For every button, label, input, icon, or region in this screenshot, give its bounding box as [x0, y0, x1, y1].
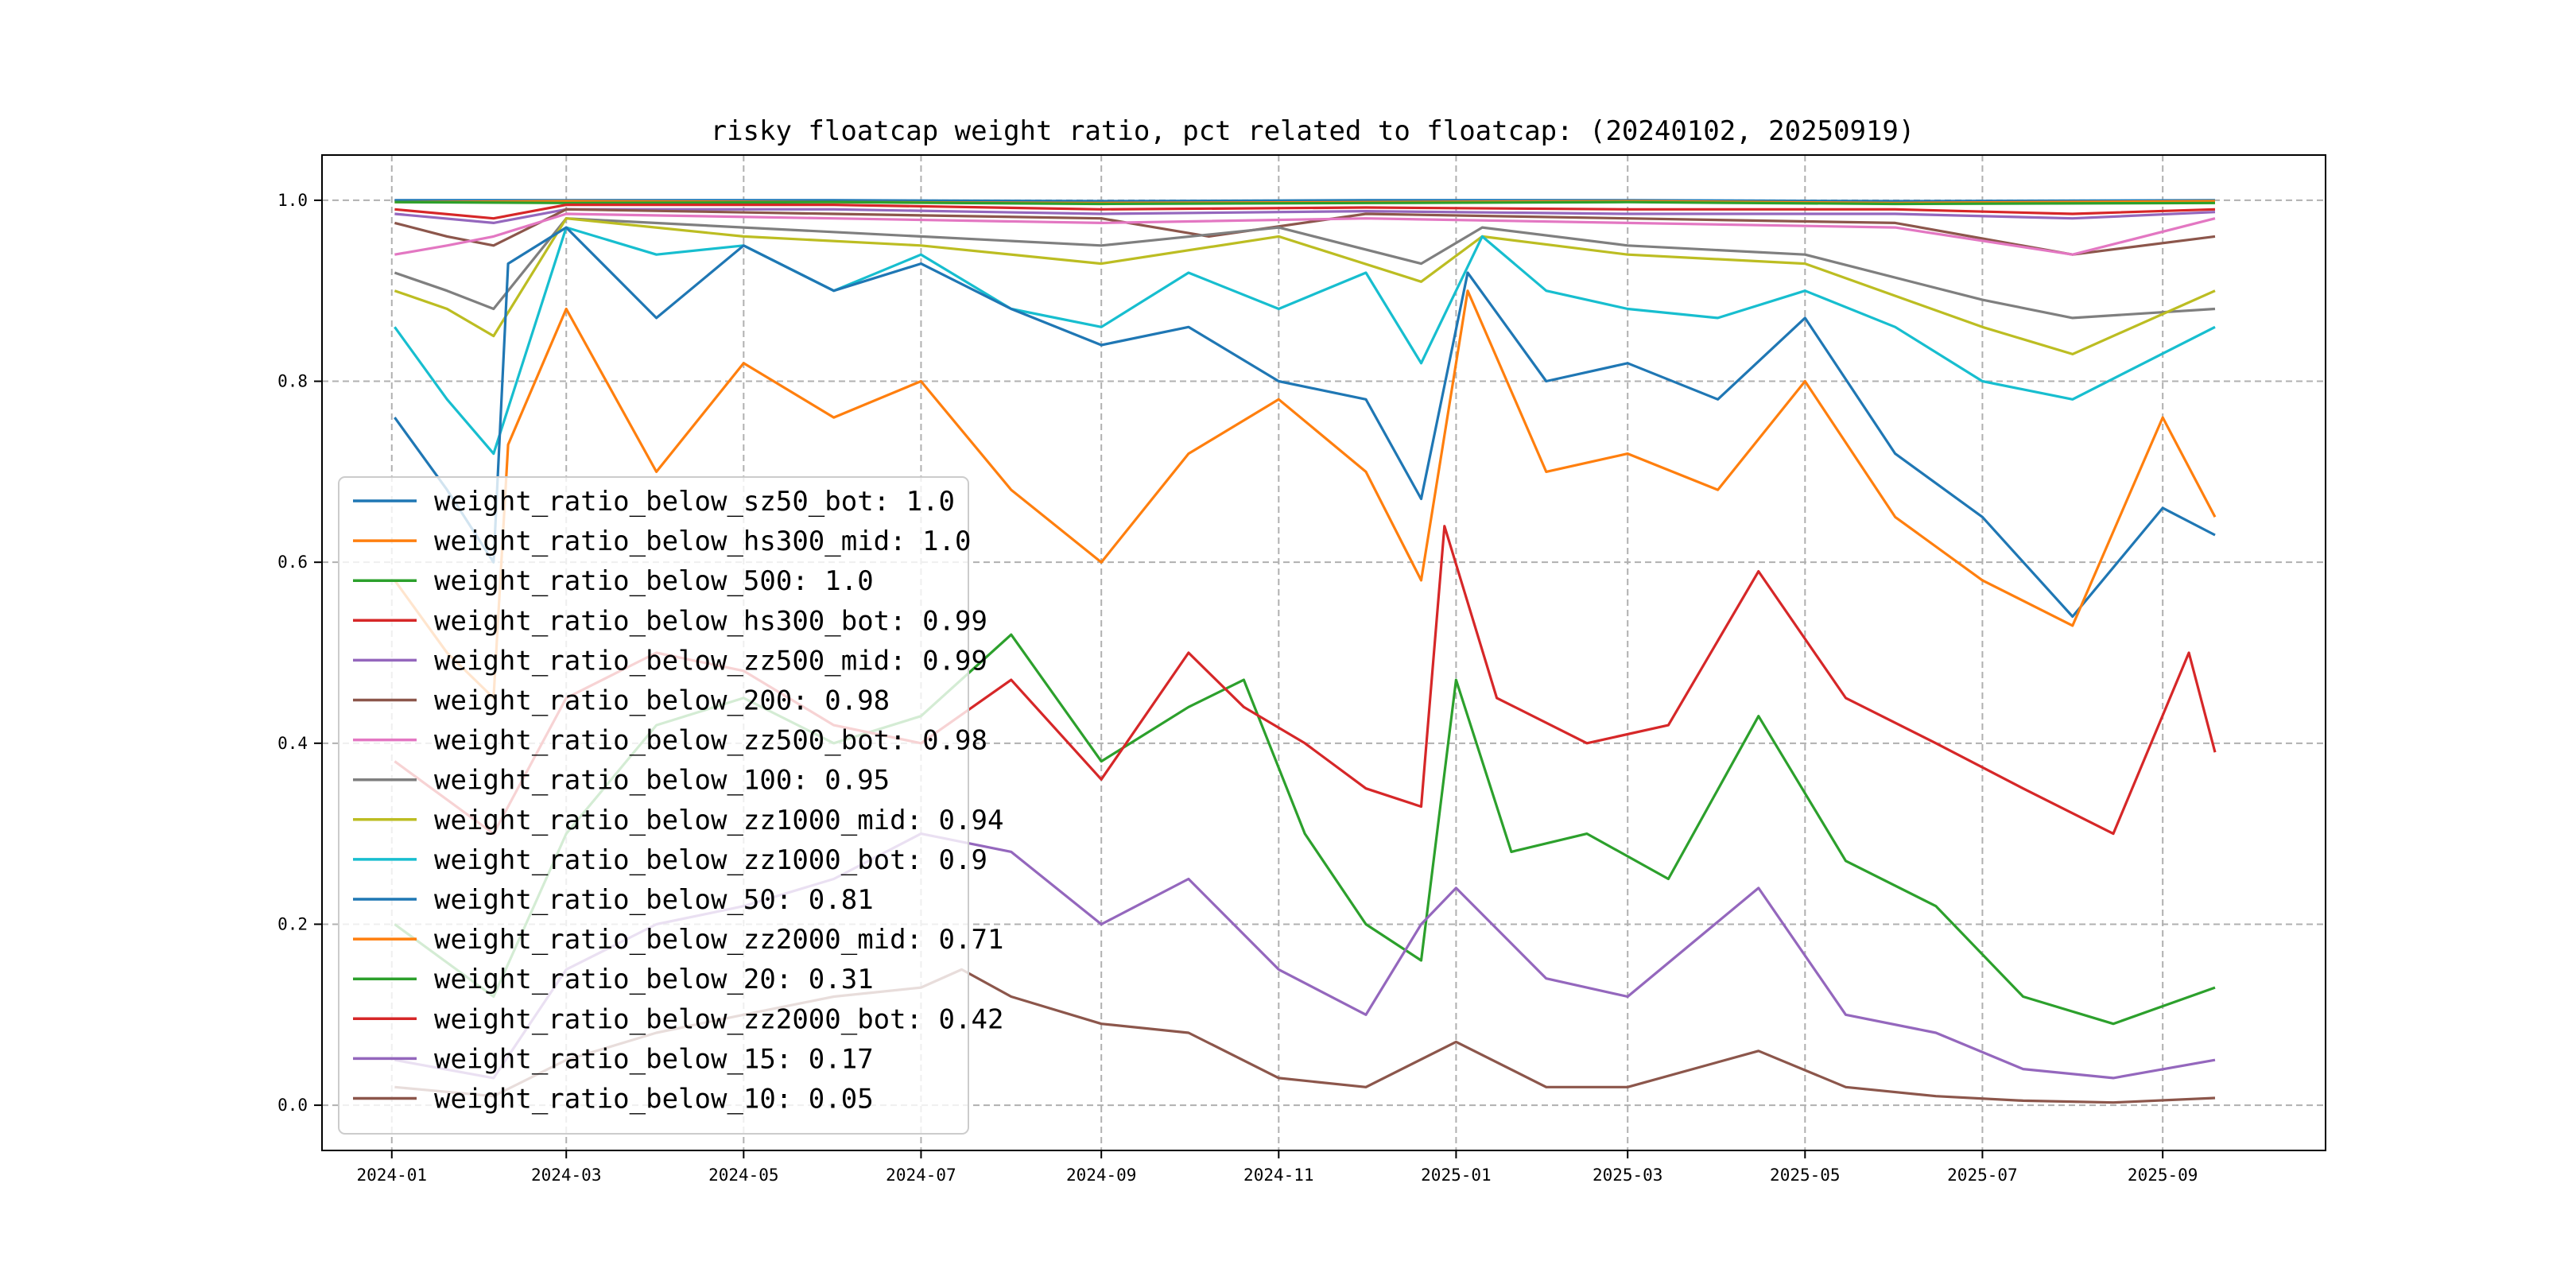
- x-tick-label: 2025-05: [1770, 1166, 1841, 1185]
- x-tick-label: 2025-09: [2128, 1166, 2198, 1185]
- x-tick-label: 2025-01: [1421, 1166, 1492, 1185]
- series-line-9: [394, 226, 2216, 456]
- legend-entry: weight_ratio_below_200: 0.98: [434, 685, 890, 717]
- legend-entry: weight_ratio_below_50: 0.81: [434, 884, 874, 916]
- series-line-7: [394, 217, 2216, 320]
- series-line-4: [394, 208, 2216, 224]
- x-tick-label: 2024-03: [531, 1166, 602, 1185]
- legend-entry: weight_ratio_below_100: 0.95: [434, 765, 890, 797]
- series-line-10: [394, 226, 2216, 619]
- series-line-11: [394, 289, 2217, 700]
- x-tick-label: 2024-09: [1066, 1166, 1137, 1185]
- x-tick-label: 2024-11: [1243, 1166, 1314, 1185]
- legend-entry: weight_ratio_below_hs300_bot: 0.99: [434, 605, 987, 637]
- series-line-6: [394, 212, 2216, 256]
- legend-entry: weight_ratio_below_zz2000_mid: 0.71: [434, 924, 1003, 956]
- x-tick-label: 2025-03: [1593, 1166, 1663, 1185]
- axes: 2024-01 2024-03 2024-05 2024-07 2024-09 2024-…: [277, 191, 2198, 1185]
- legend-entry: weight_ratio_below_zz2000_bot: 0.42: [434, 1003, 1003, 1035]
- x-tick-label: 2024-05: [708, 1166, 779, 1185]
- x-tick-label: 2024-01: [357, 1166, 428, 1185]
- legend-entry: weight_ratio_below_500: 1.0: [434, 565, 874, 597]
- y-tick-label: 0.6: [277, 553, 308, 572]
- y-tick-label: 0.2: [277, 914, 308, 933]
- legend: weight_ratio_below_sz50_bot: 1.0 weight_r…: [338, 476, 1003, 1135]
- y-tick-label: 0.4: [277, 734, 308, 753]
- legend-entry: weight_ratio_below_hs300_mid: 1.0: [434, 526, 972, 557]
- plot-frame: [321, 154, 2326, 1151]
- series-lines: [394, 199, 2217, 1104]
- legend-entry: weight_ratio_below_zz500_bot: 0.98: [434, 725, 987, 757]
- series-line-3: [394, 204, 2216, 220]
- legend-entry: weight_ratio_below_zz1000_mid: 0.94: [434, 805, 1003, 836]
- legend-entry: weight_ratio_below_10: 0.05: [434, 1084, 874, 1115]
- legend-entry: weight_ratio_below_15: 0.17: [434, 1043, 874, 1075]
- legend-entry: weight_ratio_below_zz500_mid: 0.99: [434, 645, 987, 677]
- legend-entry: weight_ratio_below_20: 0.31: [434, 964, 874, 995]
- series-line-8: [394, 217, 2216, 355]
- chart-title: risky floatcap weight ratio, pct related…: [711, 115, 1915, 147]
- legend-entry: weight_ratio_below_zz1000_bot: 0.9: [434, 844, 987, 876]
- legend-entry: weight_ratio_below_sz50_bot: 1.0: [434, 486, 955, 518]
- legend-box: [338, 476, 969, 1135]
- grid: [322, 155, 2326, 1150]
- series-line-5: [394, 208, 2216, 256]
- series-line-2: [394, 200, 2216, 206]
- y-tick-label: 1.0: [277, 191, 308, 210]
- y-tick-label: 0.0: [277, 1096, 308, 1115]
- x-tick-label: 2025-07: [1947, 1166, 2018, 1185]
- x-tick-label: 2024-07: [886, 1166, 956, 1185]
- y-tick-label: 0.8: [277, 372, 308, 391]
